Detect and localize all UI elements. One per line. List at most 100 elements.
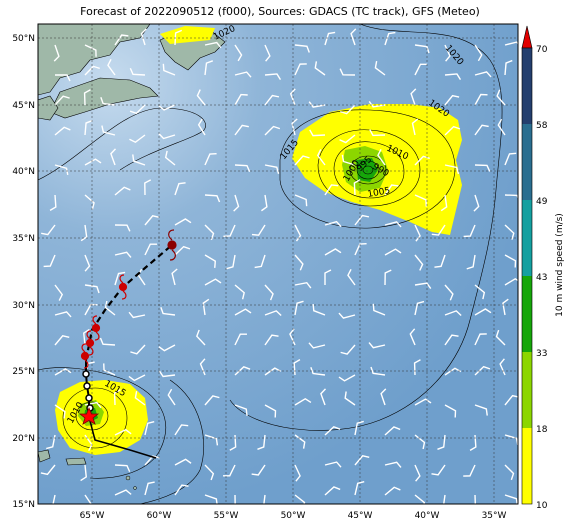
wind-barb (444, 310, 462, 317)
wind-barb (114, 251, 132, 258)
wind-barb (474, 164, 491, 172)
wind-barb (414, 155, 430, 166)
wind-barb (53, 44, 60, 62)
wind-barb (107, 59, 116, 76)
wind-barb (414, 434, 426, 450)
wind-barb (103, 363, 116, 376)
wind-barb (495, 329, 506, 346)
wind-barb (144, 243, 157, 256)
wind-barb (174, 218, 192, 226)
wind-barb (234, 71, 252, 78)
wind-barb (158, 104, 176, 111)
wind-barb (504, 41, 518, 48)
wind-barb (414, 194, 427, 207)
colorbar-tick: 58 (536, 121, 548, 131)
wind-barb (174, 424, 189, 436)
wind-barb (504, 434, 518, 446)
wind-barb (444, 404, 457, 418)
wind-barb (164, 150, 176, 166)
wind-barb (41, 224, 56, 236)
wind-barb (410, 88, 417, 106)
wind-barb (140, 28, 147, 46)
wind-barb (40, 464, 56, 476)
wind-barb (199, 358, 206, 376)
wind-barb (99, 337, 116, 346)
colorbar-segment (522, 200, 532, 276)
lat-tick: 50°N (12, 34, 35, 44)
lon-tick: 45°W (348, 511, 373, 521)
colorbar-tick: 10 (536, 501, 548, 511)
wind-barb (474, 284, 486, 300)
storm-symbol-arms (81, 229, 176, 369)
wind-barb (324, 31, 336, 46)
wind-barb (474, 71, 492, 78)
wind-barb (414, 494, 426, 504)
wind-barb (228, 494, 236, 504)
wind-barb (167, 388, 176, 406)
wind-barb (174, 245, 191, 256)
wind-barb (130, 344, 146, 355)
map-frame (37, 23, 519, 505)
wind-barb (84, 44, 97, 57)
wind-barb (43, 254, 56, 268)
lon-tick: 35°W (482, 511, 507, 521)
colorbar-segment (522, 48, 532, 124)
storm-symbols (80, 240, 177, 361)
wind-barb (414, 63, 428, 76)
wind-barb (234, 164, 251, 173)
colorbar-label: 10 m wind speed (m/s) (555, 213, 565, 317)
wind-barb (204, 60, 214, 76)
colorbar-tick: 70 (536, 45, 548, 55)
wind-barb (114, 428, 132, 436)
wind-barb (436, 494, 446, 504)
wind-barb (469, 494, 477, 504)
wind-barb (234, 93, 248, 106)
wind-barb (294, 300, 304, 316)
wind-barb (251, 464, 266, 476)
wind-barb (350, 28, 357, 46)
wind-barb (264, 44, 271, 62)
wind-barb (144, 421, 155, 436)
wind-barb (466, 254, 476, 270)
wind-barb (504, 394, 518, 406)
past-track (88, 416, 157, 459)
land-islet (125, 475, 131, 481)
wind-barb (204, 41, 222, 49)
wind-barb (354, 214, 370, 226)
wind-barb (114, 34, 129, 46)
wind-barb (257, 434, 266, 450)
colorbar-segment (522, 124, 532, 200)
wind-barb (84, 119, 93, 136)
land-puerto-rico (65, 457, 87, 466)
wind-barb (414, 300, 425, 316)
wind-barb (128, 374, 146, 382)
wind-barb (434, 254, 446, 268)
wind-barb (83, 328, 90, 346)
wind-barb (114, 489, 132, 496)
wind-barb (83, 89, 91, 106)
wind-barb (444, 164, 460, 175)
wind-barb (444, 125, 461, 136)
wind-barb (409, 328, 416, 346)
wind-barb (144, 481, 155, 496)
colorbar-segment (522, 276, 532, 352)
wind-barb (204, 254, 217, 268)
wind-barb (504, 464, 515, 481)
wind-barb (114, 271, 126, 286)
wind-barb (354, 481, 365, 496)
lat-tick: 15°N (12, 500, 35, 510)
wind-barb (504, 152, 517, 166)
lat-tick: 45°N (12, 101, 35, 111)
lat-tick: 35°N (12, 234, 35, 244)
wind-barb (354, 455, 370, 466)
wind-barb (384, 248, 402, 256)
wind-barb (384, 221, 402, 228)
gridlines (38, 24, 518, 504)
wind-barb (294, 254, 304, 271)
wind-barb (54, 95, 70, 106)
wind-barb (496, 89, 506, 106)
wind-barb (289, 88, 296, 106)
wind-barb (84, 254, 91, 272)
wind-barb (226, 254, 236, 270)
